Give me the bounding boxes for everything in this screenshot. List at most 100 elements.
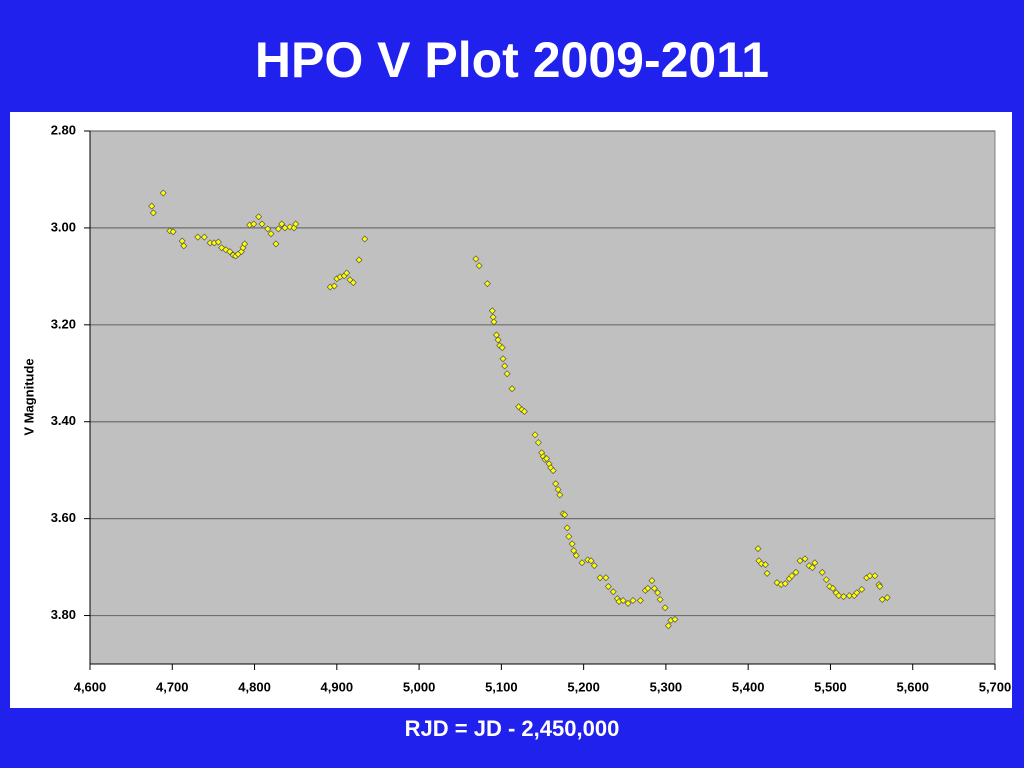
y-tick-label: 3.40 <box>51 413 76 428</box>
data-point <box>629 597 637 605</box>
data-point <box>648 577 656 585</box>
data-point <box>278 220 286 228</box>
data-point <box>578 559 586 567</box>
x-axis-label: RJD = JD - 2,450,000 <box>405 716 620 741</box>
x-tick-label: 5,300 <box>650 679 683 694</box>
plot-area <box>89 130 996 665</box>
data-point <box>796 557 804 565</box>
data-point <box>361 235 369 243</box>
y-tick-label: 3.20 <box>51 316 76 331</box>
data-point <box>475 262 483 270</box>
data-point <box>664 622 672 630</box>
data-point <box>563 524 571 532</box>
data-point <box>349 279 357 287</box>
data-point <box>822 576 830 584</box>
data-point <box>835 592 843 600</box>
data-point <box>644 584 652 592</box>
x-tick-label: 4,700 <box>156 679 189 694</box>
data-point <box>818 568 826 576</box>
data-point <box>866 572 874 580</box>
data-point <box>499 355 507 363</box>
data-point <box>264 225 272 233</box>
data-point <box>671 615 679 623</box>
data-point <box>763 569 771 577</box>
y-tick-label: 2.80 <box>51 122 76 137</box>
data-point <box>840 593 848 601</box>
data-point <box>801 555 809 563</box>
data-point <box>267 230 275 238</box>
y-tick-label: 3.80 <box>51 607 76 622</box>
data-point <box>656 596 664 604</box>
y-tick-label: 3.60 <box>51 510 76 525</box>
data-point <box>590 562 598 570</box>
data-point <box>654 589 662 597</box>
data-point <box>549 467 557 475</box>
x-tick-label: 5,200 <box>567 679 600 694</box>
data-point <box>159 189 167 197</box>
data-point <box>226 248 234 256</box>
data-point <box>483 280 491 288</box>
data-point <box>149 209 157 217</box>
data-point <box>587 557 595 565</box>
chart-title: HPO V Plot 2009-2011 <box>255 32 769 88</box>
data-point <box>498 344 506 352</box>
data-point <box>604 582 612 590</box>
data-point <box>811 559 819 567</box>
data-point <box>572 551 580 559</box>
data-point <box>565 533 573 541</box>
data-point <box>214 238 222 246</box>
data-point <box>194 233 202 241</box>
data-point <box>501 362 509 370</box>
data-point <box>570 547 578 555</box>
data-point <box>624 599 632 607</box>
data-point <box>274 225 282 233</box>
x-tick-label: 4,600 <box>74 679 107 694</box>
data-point <box>596 574 604 582</box>
x-tick-label: 4,800 <box>238 679 271 694</box>
data-point <box>330 282 338 290</box>
data-point <box>490 318 498 326</box>
x-tick-label: 5,400 <box>732 679 765 694</box>
data-point <box>602 574 610 582</box>
data-point <box>292 220 300 228</box>
data-point <box>619 597 627 605</box>
data-point <box>180 242 188 250</box>
data-point <box>609 588 617 596</box>
data-point <box>561 511 569 519</box>
data-point <box>534 439 542 447</box>
data-point <box>878 596 886 604</box>
data-point <box>543 455 551 463</box>
data-point <box>858 585 866 593</box>
data-point <box>556 491 564 499</box>
data-point <box>871 572 879 580</box>
x-tick-label: 5,500 <box>814 679 847 694</box>
data-point <box>788 572 796 580</box>
x-tick-label: 5,700 <box>979 679 1012 694</box>
y-axis-label: V Magnitude <box>21 358 36 435</box>
data-point <box>650 584 658 592</box>
data-point <box>853 589 861 597</box>
x-tick-label: 4,900 <box>321 679 354 694</box>
x-tick-label: 5,000 <box>403 679 436 694</box>
data-point <box>552 480 560 488</box>
data-point <box>241 240 249 248</box>
data-point <box>355 256 363 264</box>
x-tick-label: 5,600 <box>896 679 929 694</box>
data-point <box>781 580 789 588</box>
data-point <box>200 233 208 241</box>
data-point <box>876 582 884 590</box>
data-point <box>636 597 644 605</box>
data-point <box>472 255 480 263</box>
data-point <box>169 228 177 236</box>
data-point <box>272 240 280 248</box>
data-point <box>531 431 539 439</box>
data-point <box>148 202 156 210</box>
data-point <box>250 220 258 228</box>
data-point <box>343 269 351 277</box>
x-tick-label: 5,100 <box>485 679 518 694</box>
data-point <box>661 604 669 612</box>
data-point <box>488 307 496 315</box>
data-point <box>554 486 562 494</box>
data-point <box>568 540 576 548</box>
data-point <box>503 370 511 378</box>
